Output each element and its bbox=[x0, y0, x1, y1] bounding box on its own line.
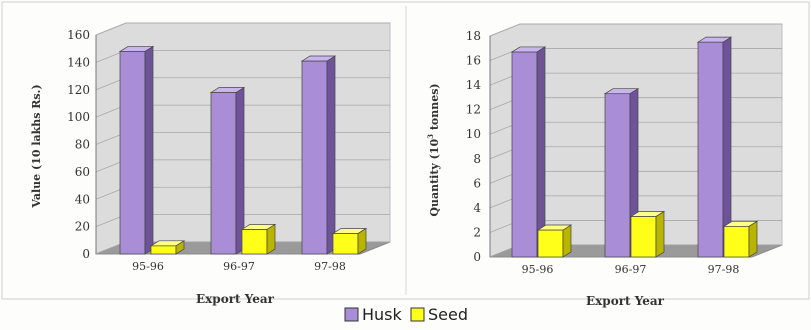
left-y-tick-label: 0 bbox=[82, 247, 90, 261]
left-bar-seed-97-98 bbox=[331, 227, 368, 255]
legend-husk-label: Husk bbox=[362, 305, 403, 324]
left-bar-husk-96-97-face bbox=[210, 92, 237, 255]
right-bar-seed-95-96-side bbox=[562, 224, 572, 258]
right-gridline bbox=[489, 23, 782, 37]
right-y-tick-label: 6 bbox=[473, 176, 481, 190]
left-x-tick-label: 95-96 bbox=[132, 260, 164, 273]
right-y-tick-label: 2 bbox=[473, 225, 481, 239]
left-bar-seed-96-97-face bbox=[241, 229, 268, 255]
right-bar-husk-97-98 bbox=[696, 36, 733, 258]
left-x-tick-label: 96-97 bbox=[223, 260, 255, 273]
right-bar-seed-95-96-top bbox=[536, 224, 573, 231]
left-y-tick-label: 80 bbox=[75, 138, 90, 152]
left-bar-husk-95-96 bbox=[118, 45, 155, 255]
left-y-tick-label: 120 bbox=[67, 83, 90, 97]
right-bar-husk-95-96 bbox=[510, 46, 547, 258]
right-x-tick-label: 97-98 bbox=[708, 263, 740, 276]
legend-husk-swatch bbox=[344, 307, 359, 322]
right-y-tick-label: 12 bbox=[466, 103, 481, 117]
right-bar-seed-96-97 bbox=[629, 210, 666, 258]
left-y-tick-label: 40 bbox=[75, 192, 90, 206]
right-bar-seed-96-97-side bbox=[655, 210, 665, 258]
right-x-axis-label: Export Year bbox=[586, 294, 665, 308]
right-bar-seed-97-98-side bbox=[748, 220, 758, 258]
left-bar-husk-97-98-side bbox=[326, 55, 336, 255]
right-bar-husk-96-97-face bbox=[604, 93, 631, 258]
left-bar-husk-96-97-top bbox=[209, 87, 246, 93]
right-bar-seed-95-96 bbox=[536, 224, 573, 258]
right-bar-seed-96-97-top bbox=[629, 211, 666, 217]
right-bar-seed-95-96-face bbox=[537, 229, 564, 258]
right-bar-seed-97-98-face bbox=[723, 225, 750, 258]
right-bar-husk-97-98-top bbox=[696, 36, 733, 43]
legend: Husk Seed bbox=[344, 305, 468, 324]
left-y-tick-label: 100 bbox=[67, 110, 90, 124]
left-bar-seed-95-96-top bbox=[149, 240, 186, 247]
left-y-axis-label: Value (10 lakhs Rs.) bbox=[30, 84, 43, 208]
right-bar-seed-97-98-top bbox=[722, 220, 759, 227]
right-bar-seed-97-98 bbox=[722, 220, 759, 258]
right-bar-husk-95-96-face bbox=[511, 51, 538, 258]
right-y-tick-label: 10 bbox=[466, 127, 481, 141]
right-y-tick-label: 8 bbox=[473, 152, 481, 166]
left-gridline bbox=[95, 22, 390, 36]
right-y-tick-label: 0 bbox=[473, 250, 481, 264]
legend-seed-label: Seed bbox=[428, 305, 468, 324]
left-bar-seed-95-96-face bbox=[150, 245, 177, 255]
left-y-tick-label: 160 bbox=[67, 28, 90, 42]
right-y-tick-label: 4 bbox=[473, 201, 481, 215]
right-y-axis-label-sup: 3 bbox=[426, 134, 435, 139]
legend-seed-swatch bbox=[410, 307, 425, 322]
left-y-tick-label: 60 bbox=[75, 165, 90, 179]
left-bar-husk-96-97 bbox=[209, 86, 246, 255]
left-bar-husk-95-96-side bbox=[144, 45, 154, 255]
right-bar-husk-97-98-face bbox=[697, 41, 724, 258]
left-x-axis-label: Export Year bbox=[196, 292, 275, 306]
left-bar-husk-95-96-top bbox=[118, 46, 155, 52]
left-bar-seed-96-97-top bbox=[240, 224, 277, 230]
left-y-tick-label: 140 bbox=[67, 55, 90, 69]
chart-left: 0 20 40 60 80 100 120 140 160 95-96 96-97 97-98 bbox=[67, 22, 391, 273]
chart-right: 0 2 4 6 8 10 12 14 16 18 95-96 96-97 97-98 bbox=[466, 23, 783, 276]
right-y-tick-label: 18 bbox=[466, 29, 481, 43]
right-y-tick-label: 14 bbox=[466, 78, 482, 92]
right-x-tick-label: 96-97 bbox=[615, 263, 647, 276]
left-bar-husk-97-98 bbox=[300, 55, 337, 255]
left-bar-husk-95-96-face bbox=[119, 51, 146, 255]
left-bar-husk-97-98-face bbox=[301, 60, 328, 255]
right-x-tick-label: 95-96 bbox=[522, 263, 554, 276]
right-y-axis-label: Quantity (103 tonnes) bbox=[426, 83, 441, 216]
left-bar-husk-97-98-top bbox=[300, 55, 337, 62]
right-bar-seed-96-97-face bbox=[630, 216, 657, 258]
left-bar-seed-95-96 bbox=[149, 240, 186, 255]
right-y-axis-label-end: tonnes) bbox=[428, 83, 441, 134]
right-y-axis-label-main: Quantity (10 bbox=[428, 139, 441, 217]
left-bar-seed-97-98-face bbox=[332, 233, 359, 255]
left-x-tick-label: 97-98 bbox=[314, 260, 346, 273]
right-bar-husk-95-96-side bbox=[536, 46, 546, 258]
left-y-tick-label: 20 bbox=[75, 220, 90, 234]
right-bar-husk-96-97-top bbox=[603, 88, 640, 95]
left-bar-seed-96-97 bbox=[240, 223, 277, 255]
left-bar-seed-97-98-top bbox=[331, 228, 368, 234]
right-y-tick-label: 16 bbox=[466, 54, 481, 68]
right-bar-husk-95-96-top bbox=[510, 46, 547, 53]
